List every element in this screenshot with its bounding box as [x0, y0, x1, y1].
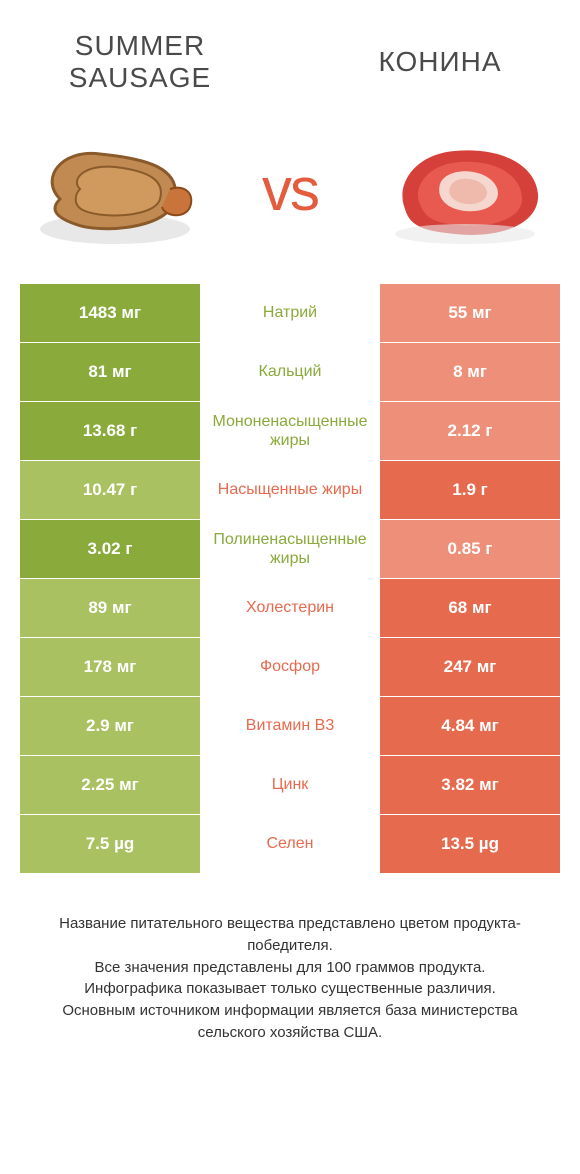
left-value: 1483 мг	[20, 284, 200, 342]
footer-line: Название питательного вещества представл…	[30, 913, 550, 957]
left-product-image	[30, 124, 200, 254]
right-value: 8 мг	[380, 343, 560, 401]
hero-row: vs	[20, 124, 560, 284]
nutrient-label: Полиненасыщенные жиры	[200, 520, 380, 578]
right-product-title: Конина	[340, 46, 540, 78]
table-row: 178 мгФосфор247 мг	[20, 637, 560, 696]
right-value: 13.5 µg	[380, 815, 560, 873]
left-value: 10.47 г	[20, 461, 200, 519]
nutrient-label: Фосфор	[200, 638, 380, 696]
nutrient-label: Селен	[200, 815, 380, 873]
table-row: 2.9 мгВитамин B34.84 мг	[20, 696, 560, 755]
left-value: 2.9 мг	[20, 697, 200, 755]
left-value: 178 мг	[20, 638, 200, 696]
right-value: 4.84 мг	[380, 697, 560, 755]
vs-label: vs	[262, 155, 318, 224]
table-row: 3.02 гПолиненасыщенные жиры0.85 г	[20, 519, 560, 578]
footer-line: Инфографика показывает только существенн…	[30, 978, 550, 1000]
table-row: 1483 мгНатрий55 мг	[20, 284, 560, 342]
footer-line: Основным источником информации является …	[30, 1000, 550, 1044]
left-value: 2.25 мг	[20, 756, 200, 814]
table-row: 10.47 гНасыщенные жиры1.9 г	[20, 460, 560, 519]
right-product-image	[380, 124, 550, 254]
left-value: 3.02 г	[20, 520, 200, 578]
nutrient-label: Цинк	[200, 756, 380, 814]
table-row: 2.25 мгЦинк3.82 мг	[20, 755, 560, 814]
table-row: 13.68 гМононенасыщенные жиры2.12 г	[20, 401, 560, 460]
nutrient-label: Кальций	[200, 343, 380, 401]
right-value: 1.9 г	[380, 461, 560, 519]
nutrient-label: Витамин B3	[200, 697, 380, 755]
nutrient-label: Мононенасыщенные жиры	[200, 402, 380, 460]
nutrient-label: Холестерин	[200, 579, 380, 637]
right-value: 68 мг	[380, 579, 560, 637]
table-row: 81 мгКальций8 мг	[20, 342, 560, 401]
header: Summer sausage Конина	[20, 20, 560, 124]
right-value: 247 мг	[380, 638, 560, 696]
right-value: 55 мг	[380, 284, 560, 342]
table-row: 7.5 µgСелен13.5 µg	[20, 814, 560, 873]
right-value: 2.12 г	[380, 402, 560, 460]
left-product-title: Summer sausage	[40, 30, 240, 94]
footer-line: Все значения представлены для 100 граммо…	[30, 957, 550, 979]
nutrient-label: Натрий	[200, 284, 380, 342]
right-value: 0.85 г	[380, 520, 560, 578]
footer-notes: Название питательного вещества представл…	[20, 913, 560, 1044]
left-value: 81 мг	[20, 343, 200, 401]
left-value: 89 мг	[20, 579, 200, 637]
right-value: 3.82 мг	[380, 756, 560, 814]
table-row: 89 мгХолестерин68 мг	[20, 578, 560, 637]
left-value: 13.68 г	[20, 402, 200, 460]
left-value: 7.5 µg	[20, 815, 200, 873]
nutrient-label: Насыщенные жиры	[200, 461, 380, 519]
comparison-table: 1483 мгНатрий55 мг81 мгКальций8 мг13.68 …	[20, 284, 560, 873]
